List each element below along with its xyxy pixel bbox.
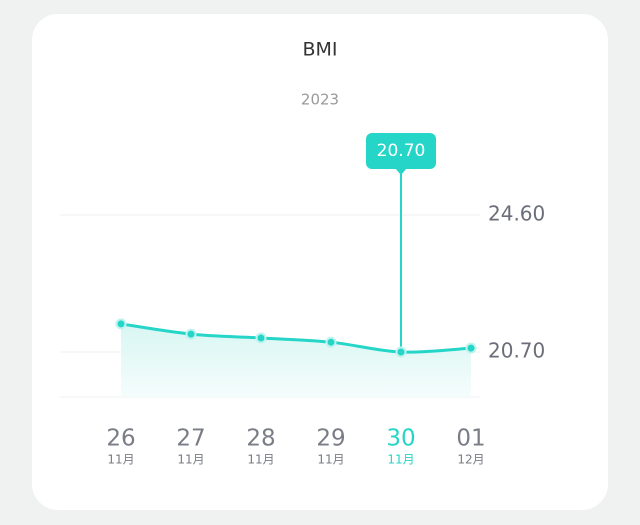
y-tick-label: 20.70 bbox=[488, 339, 545, 363]
point bbox=[465, 342, 477, 354]
x-tick-label: 26 bbox=[106, 426, 135, 452]
x-tick-sublabel: 12月 bbox=[457, 453, 484, 467]
y-tick-label: 24.60 bbox=[488, 202, 545, 226]
x-tick-label: 27 bbox=[176, 426, 205, 452]
chart-subtitle: 2023 bbox=[301, 91, 339, 109]
x-tick-sublabel: 11月 bbox=[247, 453, 274, 467]
point bbox=[325, 336, 337, 348]
point bbox=[115, 318, 127, 330]
line bbox=[120, 322, 472, 354]
tooltip-box bbox=[366, 133, 436, 169]
area bbox=[121, 323, 471, 397]
x-tick-label: 30 bbox=[386, 426, 415, 452]
point bbox=[255, 332, 267, 344]
x-tick-label: 29 bbox=[316, 426, 345, 452]
x-tick-sublabel: 11月 bbox=[317, 453, 344, 467]
tooltip-pointer bbox=[395, 168, 407, 175]
point bbox=[395, 346, 407, 358]
point bbox=[185, 328, 197, 340]
x-tick-label: 01 bbox=[456, 426, 485, 452]
tooltip-label: 20.70 bbox=[377, 141, 426, 161]
x-tick-sublabel: 11月 bbox=[387, 453, 414, 467]
x-tick-label: 28 bbox=[246, 426, 275, 452]
x-tick-sublabel: 11月 bbox=[107, 453, 134, 467]
x-tick-sublabel: 11月 bbox=[177, 453, 204, 467]
chart-title: BMI bbox=[302, 39, 337, 61]
